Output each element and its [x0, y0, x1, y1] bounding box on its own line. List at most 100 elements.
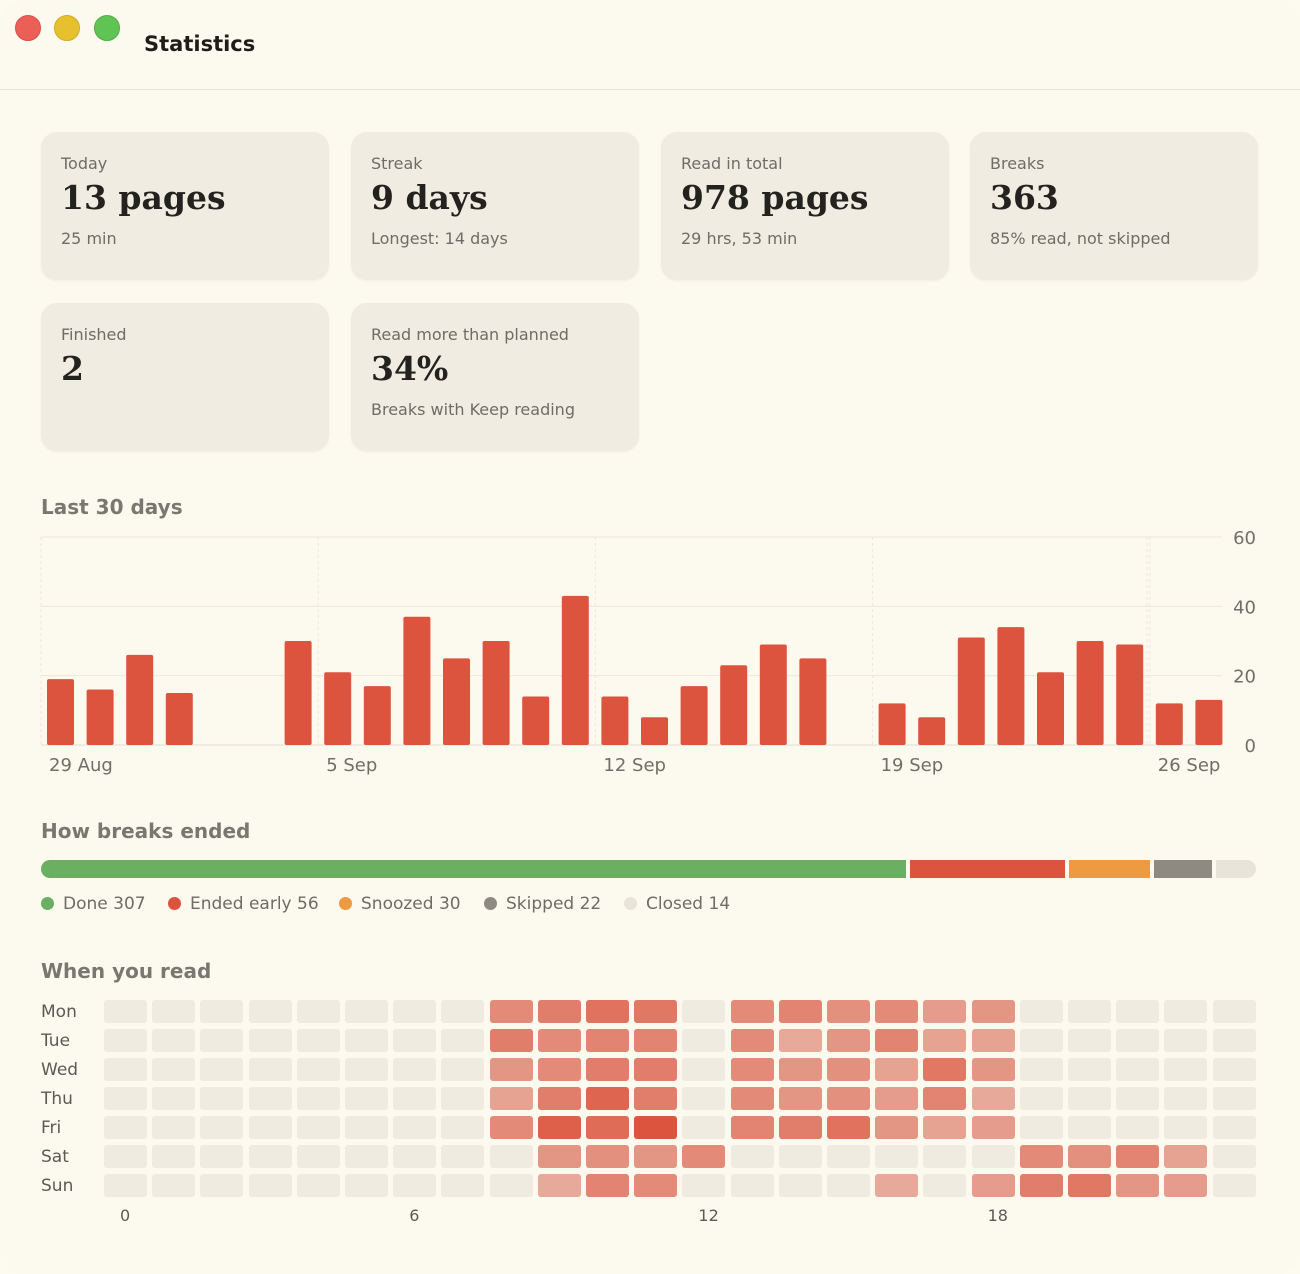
chart-bar[interactable] [918, 717, 946, 745]
chart-bar[interactable] [720, 665, 748, 745]
chart-bar[interactable] [86, 689, 114, 745]
heatmap-cell[interactable] [200, 1087, 244, 1110]
heatmap-cell[interactable] [1068, 1000, 1111, 1023]
heatmap-cell[interactable] [489, 1174, 533, 1197]
heatmap-cell[interactable] [778, 1029, 822, 1052]
heatmap-cell[interactable] [152, 1174, 196, 1197]
chart-bar[interactable] [878, 703, 906, 745]
heatmap-cell[interactable] [248, 1058, 292, 1081]
heatmap-cell[interactable] [682, 1116, 726, 1139]
heatmap-cell[interactable] [730, 1029, 774, 1052]
heatmap-cell[interactable] [1212, 1145, 1256, 1168]
zoom-window-button[interactable] [94, 15, 120, 41]
heatmap-cell[interactable] [875, 1029, 919, 1052]
heatmap-cell[interactable] [827, 1116, 870, 1139]
heatmap-cell[interactable] [827, 1029, 870, 1052]
heatmap-cell[interactable] [537, 1058, 581, 1081]
heatmap-cell[interactable] [1164, 1029, 1208, 1052]
heatmap-cell[interactable] [489, 1116, 533, 1139]
chart-bar[interactable] [403, 616, 431, 745]
heatmap-cell[interactable] [586, 1058, 629, 1081]
heatmap-cell[interactable] [248, 1029, 292, 1052]
heatmap-cell[interactable] [489, 1145, 533, 1168]
heatmap-cell[interactable] [730, 1000, 774, 1023]
chart-bar[interactable] [1116, 644, 1144, 745]
heatmap-cell[interactable] [586, 1145, 629, 1168]
heatmap-cell[interactable] [345, 1145, 388, 1168]
heatmap-cell[interactable] [537, 1145, 581, 1168]
heatmap-cell[interactable] [1116, 1145, 1160, 1168]
heatmap-cell[interactable] [971, 1145, 1015, 1168]
heatmap-cell[interactable] [923, 1145, 967, 1168]
chart-bar[interactable] [759, 644, 787, 745]
chart-bar[interactable] [126, 654, 154, 745]
heatmap-cell[interactable] [1116, 1029, 1160, 1052]
heatmap-cell[interactable] [1116, 1087, 1160, 1110]
heatmap-cell[interactable] [971, 1087, 1015, 1110]
heatmap-cell[interactable] [1019, 1058, 1063, 1081]
heatmap-cell[interactable] [682, 1058, 726, 1081]
heatmap-cell[interactable] [682, 1029, 726, 1052]
heatmap-cell[interactable] [152, 1000, 196, 1023]
heatmap-cell[interactable] [345, 1058, 388, 1081]
heatmap-cell[interactable] [1068, 1174, 1111, 1197]
heatmap-cell[interactable] [1116, 1116, 1160, 1139]
heatmap-cell[interactable] [200, 1000, 244, 1023]
heatmap-cell[interactable] [875, 1087, 919, 1110]
chart-bar[interactable] [47, 679, 74, 745]
heatmap-cell[interactable] [778, 1174, 822, 1197]
heatmap-cell[interactable] [1019, 1000, 1063, 1023]
heatmap-cell[interactable] [730, 1145, 774, 1168]
chart-bar[interactable] [1037, 672, 1064, 745]
heatmap-cell[interactable] [875, 1145, 919, 1168]
heatmap-cell[interactable] [393, 1058, 437, 1081]
heatmap-cell[interactable] [923, 1000, 967, 1023]
heatmap-cell[interactable] [971, 1058, 1015, 1081]
heatmap-cell[interactable] [827, 1000, 870, 1023]
heatmap-cell[interactable] [1212, 1058, 1256, 1081]
heatmap-cell[interactable] [634, 1029, 678, 1052]
heatmap-cell[interactable] [778, 1058, 822, 1081]
heatmap-cell[interactable] [827, 1058, 870, 1081]
heatmap-cell[interactable] [200, 1174, 244, 1197]
heatmap-cell[interactable] [441, 1145, 485, 1168]
heatmap-cell[interactable] [489, 1029, 533, 1052]
heatmap-cell[interactable] [827, 1145, 870, 1168]
heatmap-cell[interactable] [537, 1116, 581, 1139]
heatmap-cell[interactable] [104, 1058, 147, 1081]
heatmap-cell[interactable] [152, 1058, 196, 1081]
heatmap-cell[interactable] [248, 1145, 292, 1168]
heatmap-cell[interactable] [296, 1145, 340, 1168]
heatmap-cell[interactable] [1164, 1058, 1208, 1081]
heatmap-cell[interactable] [441, 1174, 485, 1197]
heatmap-cell[interactable] [1164, 1000, 1208, 1023]
heatmap-cell[interactable] [1212, 1174, 1256, 1197]
chart-bar[interactable] [165, 693, 193, 745]
heatmap-cell[interactable] [778, 1145, 822, 1168]
minimize-window-button[interactable] [54, 15, 80, 41]
heatmap-cell[interactable] [393, 1145, 437, 1168]
heatmap-cell[interactable] [104, 1116, 147, 1139]
heatmap-cell[interactable] [682, 1000, 726, 1023]
chart-bar[interactable] [957, 637, 985, 745]
chart-bar[interactable] [522, 696, 550, 745]
heatmap-cell[interactable] [971, 1029, 1015, 1052]
heatmap-cell[interactable] [1068, 1116, 1111, 1139]
heatmap-cell[interactable] [296, 1116, 340, 1139]
heatmap-cell[interactable] [586, 1174, 629, 1197]
heatmap-cell[interactable] [345, 1174, 388, 1197]
heatmap-cell[interactable] [778, 1116, 822, 1139]
heatmap-cell[interactable] [634, 1174, 678, 1197]
chart-bar[interactable] [561, 595, 589, 745]
heatmap-cell[interactable] [345, 1087, 388, 1110]
heatmap-cell[interactable] [634, 1000, 678, 1023]
heatmap-cell[interactable] [1019, 1174, 1063, 1197]
heatmap-cell[interactable] [971, 1116, 1015, 1139]
heatmap-cell[interactable] [1019, 1029, 1063, 1052]
heatmap-cell[interactable] [393, 1116, 437, 1139]
heatmap-cell[interactable] [537, 1087, 581, 1110]
heatmap-cell[interactable] [104, 1000, 147, 1023]
heatmap-cell[interactable] [586, 1000, 629, 1023]
chart-bar[interactable] [799, 658, 827, 745]
heatmap-cell[interactable] [1019, 1116, 1063, 1139]
